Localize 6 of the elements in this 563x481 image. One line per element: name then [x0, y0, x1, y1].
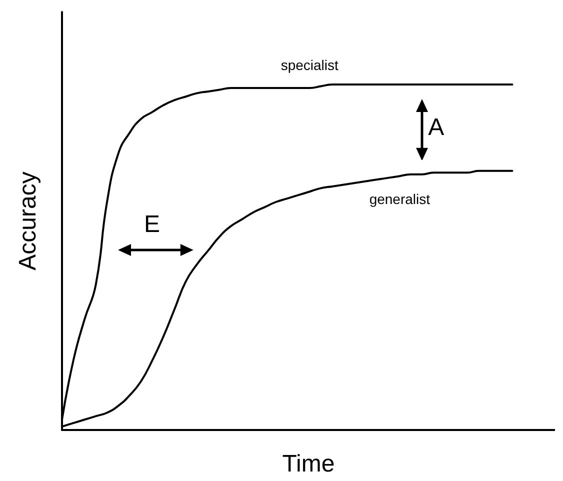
series-label: generalist [369, 191, 430, 208]
annotation: A [428, 114, 444, 141]
annotation: E [144, 210, 160, 238]
x-axis-title: Time [282, 450, 335, 478]
series-label: specialist [280, 57, 339, 73]
y-axis-title: Accuracy [14, 172, 42, 270]
